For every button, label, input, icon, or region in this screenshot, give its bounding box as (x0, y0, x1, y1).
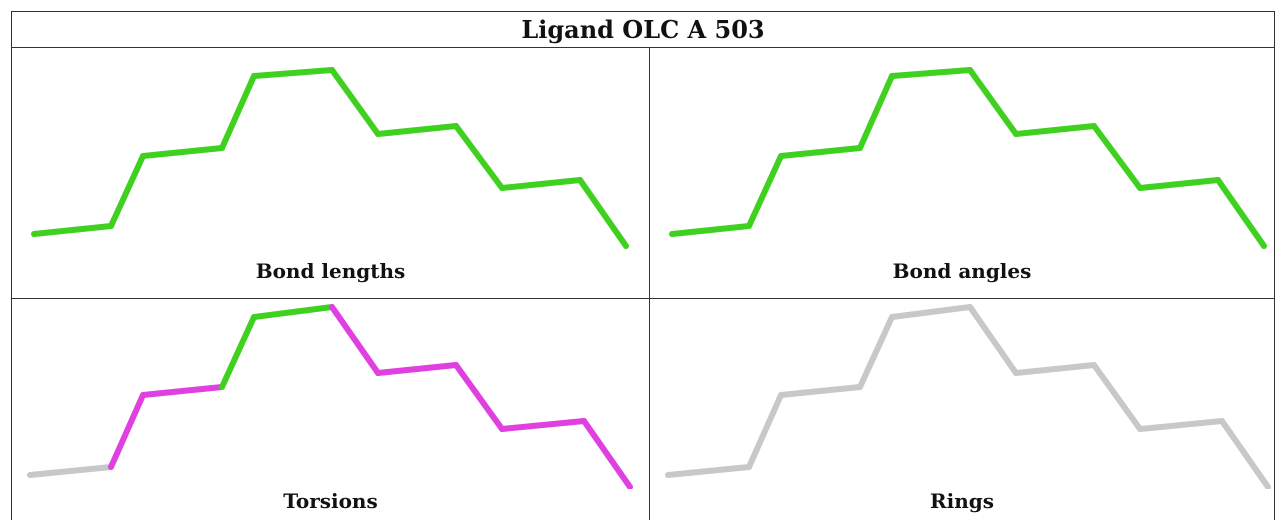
panel-rings: Rings (650, 298, 1274, 520)
panel-bond-angles: Bond angles (650, 48, 1274, 298)
bond-10 (581, 418, 633, 489)
bond-5 (889, 67, 973, 79)
bond-10 (1215, 177, 1267, 249)
bond-5 (251, 304, 335, 320)
bond-5 (889, 304, 973, 320)
bond-1 (665, 464, 752, 478)
bond-10 (577, 177, 629, 249)
bond-7 (1013, 362, 1097, 376)
bond-8 (1091, 123, 1143, 191)
bond-2 (108, 153, 146, 229)
bond-2 (108, 392, 146, 470)
bond-6 (967, 67, 1019, 137)
bond-9 (1137, 418, 1225, 432)
bond-4 (857, 314, 895, 390)
bond-3 (140, 145, 225, 159)
ligand-structure-torsions (27, 304, 633, 489)
bond-2 (746, 392, 784, 470)
bond-9 (499, 177, 583, 191)
bond-8 (1091, 362, 1143, 432)
bond-1 (31, 223, 114, 237)
bond-9 (1137, 177, 1221, 191)
ligand-structure-bond-lengths (31, 67, 629, 249)
panel-label-torsions: Torsions (283, 489, 378, 513)
bond-6 (967, 304, 1019, 376)
bond-1 (669, 223, 752, 237)
bond-6 (329, 67, 381, 137)
bond-3 (778, 145, 863, 159)
table-title: Ligand OLC A 503 (12, 12, 1274, 48)
bond-4 (219, 73, 257, 151)
bond-3 (778, 384, 863, 398)
ligand-structure-rings (665, 304, 1271, 489)
bond-7 (375, 123, 459, 137)
bond-9 (499, 418, 587, 432)
panel-label-rings: Rings (929, 489, 994, 513)
bond-4 (219, 314, 257, 390)
bond-1 (27, 464, 114, 478)
bond-10 (1219, 418, 1271, 489)
bond-5 (251, 67, 335, 79)
panel-torsions: Torsions (12, 298, 650, 520)
bond-7 (1013, 123, 1097, 137)
bond-3 (140, 384, 225, 398)
panel-bond-lengths: Bond lengths (12, 48, 650, 298)
bond-2 (746, 153, 784, 229)
panel-label-bond-lengths: Bond lengths (255, 259, 406, 283)
bond-6 (329, 304, 381, 376)
ligand-validation-table: Ligand OLC A 503 Bond lengths Bond angle… (11, 11, 1275, 520)
bond-4 (857, 73, 895, 151)
panel-label-bond-angles: Bond angles (892, 259, 1032, 283)
bond-7 (375, 362, 459, 376)
bond-8 (453, 362, 505, 432)
bond-8 (453, 123, 505, 191)
ligand-structure-bond-angles (669, 67, 1267, 249)
